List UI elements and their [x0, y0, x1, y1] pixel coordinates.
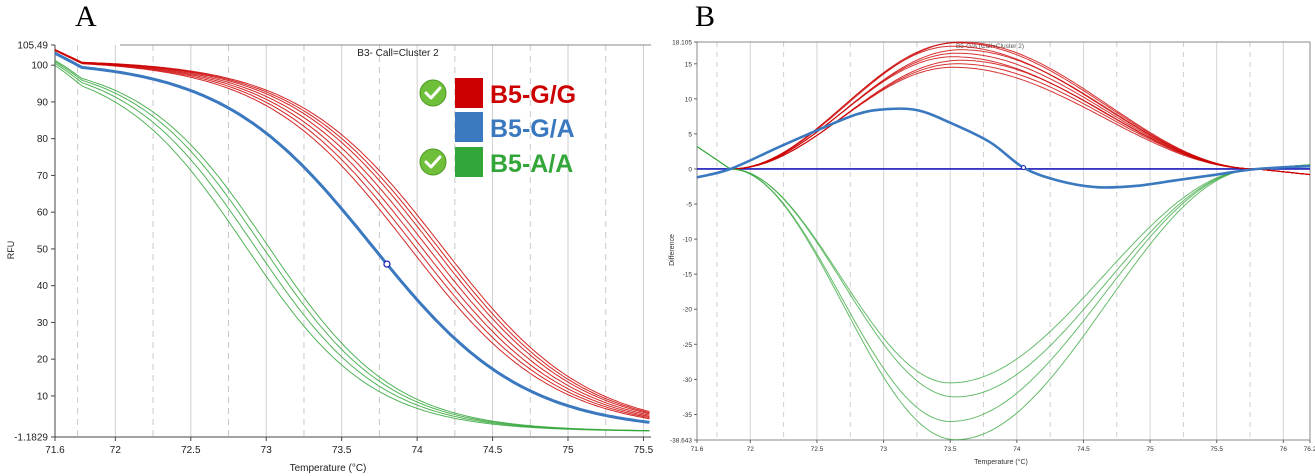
checkmark-glyph: [424, 86, 442, 100]
x-tick-label: 76: [1280, 446, 1288, 453]
melt-curve-gg: [54, 49, 650, 417]
melt-curve-aa: [54, 59, 650, 432]
difference-curve-ga: [696, 107, 1311, 189]
x-tick-label: 75: [1146, 446, 1154, 453]
x-tick-label: 74: [1013, 446, 1021, 453]
legend-label: B5-A/A: [490, 150, 573, 178]
melt-curve-gg: [54, 50, 650, 420]
x-tick-label: 72.5: [181, 445, 201, 456]
y-tick-label: 30: [37, 318, 49, 329]
difference-curve-aa: [696, 146, 1311, 423]
chart-a: 71.6 72 72.5 73 73.5 74 74.5 75 75.5 -1.1829 10 20 3…: [6, 41, 654, 475]
y-tick-label: 70: [37, 171, 49, 182]
y-tick-label: -25: [683, 342, 693, 349]
y-tick-label: -5: [686, 202, 692, 209]
y-tick-label: 105.49: [17, 41, 48, 52]
chart-a-grid: [77, 45, 644, 437]
x-tick-label: 75.5: [634, 445, 654, 456]
y-tick-label: 18.105: [672, 40, 692, 47]
x-tick-label: 73: [261, 445, 273, 456]
chart-a-legend: B5-G/G B5-G/A B5-A/A: [419, 78, 576, 178]
checkmark-icon: [419, 148, 447, 176]
x-tick-label: 72: [110, 445, 122, 456]
y-tick-label: -38.643: [670, 438, 692, 445]
y-tick-label: 90: [37, 97, 49, 108]
difference-curve-gg: [696, 63, 1311, 178]
curve-cursor-marker: [1020, 165, 1026, 171]
melt-curve-gg: [54, 49, 650, 416]
x-tick-label: 73: [880, 446, 888, 453]
y-tick-label: 10: [685, 96, 693, 103]
curve-cursor-marker: [383, 260, 391, 268]
y-tick-label: 0: [688, 166, 692, 173]
difference-curve-gg: [696, 42, 1311, 178]
y-tick-label: 50: [37, 244, 49, 255]
y-tick-label: -20: [683, 307, 693, 314]
y-tick-label: 100: [31, 61, 48, 72]
y-tick-label: 40: [37, 281, 49, 292]
legend-swatch: [455, 147, 483, 177]
checkmark-icon: [419, 79, 447, 107]
y-tick-label: -30: [683, 377, 693, 384]
difference-curve-aa: [696, 146, 1311, 384]
difference-curve-aa: [696, 146, 1311, 441]
x-tick-label: 74.5: [1077, 446, 1090, 453]
panel-label-a: A: [75, 0, 97, 33]
difference-curve-gg: [696, 59, 1311, 178]
panel-label-b: B: [695, 0, 716, 33]
y-tick-label: 80: [37, 134, 49, 145]
chart-a-title: B3- Call=Cluster 2: [357, 48, 439, 59]
melt-curve-gg: [54, 49, 650, 413]
y-tick-label: -10: [683, 237, 693, 244]
y-tick-label: 20: [37, 355, 49, 366]
y-tick-label: 10: [37, 391, 49, 402]
difference-curve-gg: [696, 56, 1311, 178]
legend-swatch: [455, 112, 483, 142]
chart-a-y-label: RFU: [6, 241, 16, 260]
legend-entry: B5-G/A: [455, 112, 575, 143]
chart-b-grid: [716, 42, 1284, 440]
x-tick-label: 71.6: [691, 446, 704, 453]
x-tick-label: 74.5: [483, 445, 503, 456]
y-tick-label: 15: [685, 61, 693, 68]
legend-swatch: [455, 78, 483, 108]
legend-entry: B5-A/A: [419, 147, 573, 178]
y-tick-label: -1.1829: [14, 433, 48, 444]
legend-entry: B5-G/G: [419, 78, 576, 109]
difference-curve-gg: [696, 49, 1311, 178]
chart-b-curves: [696, 41, 1311, 441]
checkmark-glyph: [424, 155, 442, 169]
chart-a-x-label: Temperature (°C): [290, 463, 367, 474]
chart-b: 71.6 72 72.5 73 73.5 74 74.5 75 75.5 76 76.2 -38.64…: [669, 40, 1315, 467]
y-tick-label: -35: [683, 412, 693, 419]
legend-label: B5-G/G: [490, 81, 576, 109]
x-tick-label: 76.2: [1304, 446, 1315, 453]
x-tick-label: 71.6: [45, 445, 65, 456]
chart-a-curves: [54, 49, 650, 432]
x-tick-label: 73.5: [332, 445, 352, 456]
melt-curve-gg: [54, 49, 650, 419]
x-tick-label: 72: [747, 446, 755, 453]
x-tick-label: 75.5: [1210, 446, 1223, 453]
x-tick-label: 75: [562, 445, 574, 456]
chart-b-frame: [696, 41, 1311, 441]
chart-b-y-label: Difference: [669, 234, 676, 266]
chart-b-x-label: Temperature (°C): [974, 458, 1028, 466]
difference-curve-gg: [696, 66, 1311, 178]
legend-label: B5-G/A: [490, 115, 575, 143]
x-tick-label: 73.5: [944, 446, 957, 453]
difference-curve-gg: [696, 52, 1311, 178]
y-tick-label: -15: [683, 272, 693, 279]
y-tick-label: 60: [37, 208, 49, 219]
melt-curve-ga: [54, 51, 650, 424]
x-tick-label: 72.5: [811, 446, 824, 453]
x-tick-label: 74: [412, 445, 424, 456]
difference-curve-gg: [696, 41, 1311, 178]
difference-curve-aa: [696, 146, 1311, 398]
y-tick-label: 5: [688, 131, 692, 138]
